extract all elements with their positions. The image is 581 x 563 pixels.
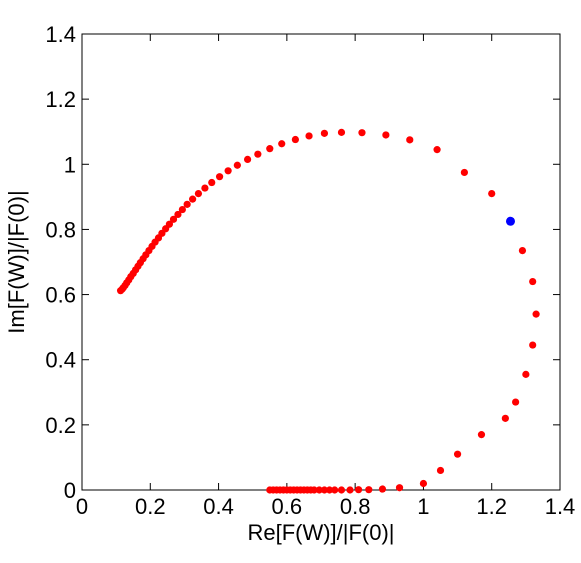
- x-tick-label: 1.2: [476, 494, 507, 519]
- data-point: [433, 146, 441, 154]
- x-tick-label: 1.4: [545, 494, 576, 519]
- data-point: [208, 178, 216, 187]
- data-point: [365, 486, 373, 494]
- x-tick-label: 0.8: [340, 494, 371, 519]
- y-tick-label: 0.6: [45, 283, 76, 308]
- data-point: [243, 155, 252, 163]
- data-point: [305, 132, 313, 140]
- data-point: [325, 486, 334, 494]
- x-tick-label: 0: [76, 494, 88, 519]
- data-point: [354, 486, 363, 494]
- data-point: [512, 398, 520, 406]
- data-point: [337, 128, 346, 136]
- data-point: [183, 200, 191, 208]
- data-point: [346, 486, 354, 494]
- data-point: [201, 184, 209, 192]
- data-point: [436, 466, 445, 475]
- data-point: [278, 140, 286, 148]
- data-point: [266, 145, 274, 153]
- data-points: [116, 128, 540, 494]
- data-point: [532, 310, 540, 318]
- data-point: [224, 167, 232, 175]
- data-point: [331, 486, 339, 494]
- data-point: [529, 341, 537, 349]
- y-tick-label: 1.4: [45, 22, 76, 47]
- y-axis-ticks: 0 0.2 0.4 0.6 0.8 1 1.2 1.4: [45, 22, 560, 503]
- highlight-point: [505, 216, 515, 226]
- data-point: [291, 135, 299, 144]
- data-point: [215, 173, 224, 181]
- data-point: [320, 129, 329, 137]
- data-point: [406, 136, 414, 144]
- y-tick-label: 1: [64, 152, 76, 177]
- x-tick-label: 0.6: [272, 494, 303, 519]
- data-point: [529, 277, 537, 286]
- x-tick-label: 0.4: [203, 494, 234, 519]
- data-point: [194, 190, 203, 198]
- data-point: [116, 287, 125, 295]
- x-axis-ticks: 0 0.2 0.4 0.6 0.8 1 1.2 1.4: [76, 34, 575, 519]
- data-point: [522, 370, 530, 378]
- plot-area-frame: [81, 33, 561, 491]
- data-point: [169, 215, 178, 223]
- data-point: [378, 485, 387, 493]
- y-tick-label: 0.4: [45, 348, 76, 373]
- data-point: [358, 129, 366, 137]
- data-point: [395, 484, 404, 492]
- data-point: [453, 450, 462, 458]
- data-point: [254, 150, 262, 158]
- data-point: [337, 486, 346, 494]
- x-tick-label: 0.2: [135, 494, 166, 519]
- data-point: [460, 168, 468, 177]
- data-point: [174, 210, 182, 219]
- data-point: [488, 190, 496, 198]
- data-point: [501, 414, 509, 422]
- data-point: [315, 486, 323, 494]
- x-tick-label: 1: [417, 494, 429, 519]
- data-point: [189, 195, 197, 203]
- data-point: [178, 205, 186, 214]
- data-point: [518, 247, 527, 255]
- y-tick-label: 0.8: [45, 217, 76, 242]
- y-tick-label: 0.2: [45, 413, 76, 438]
- y-tick-label: 1.2: [45, 87, 76, 112]
- data-point: [310, 486, 318, 494]
- x-axis-label: Re[F(W)]/|F(0)|: [247, 520, 394, 545]
- data-point: [233, 161, 241, 169]
- y-tick-label: 0: [64, 478, 76, 503]
- y-axis-label: Im[F(W)]/|F(0)|: [4, 190, 29, 333]
- data-point: [382, 131, 390, 139]
- data-point: [477, 431, 486, 439]
- data-point: [320, 486, 329, 494]
- data-point: [419, 479, 428, 488]
